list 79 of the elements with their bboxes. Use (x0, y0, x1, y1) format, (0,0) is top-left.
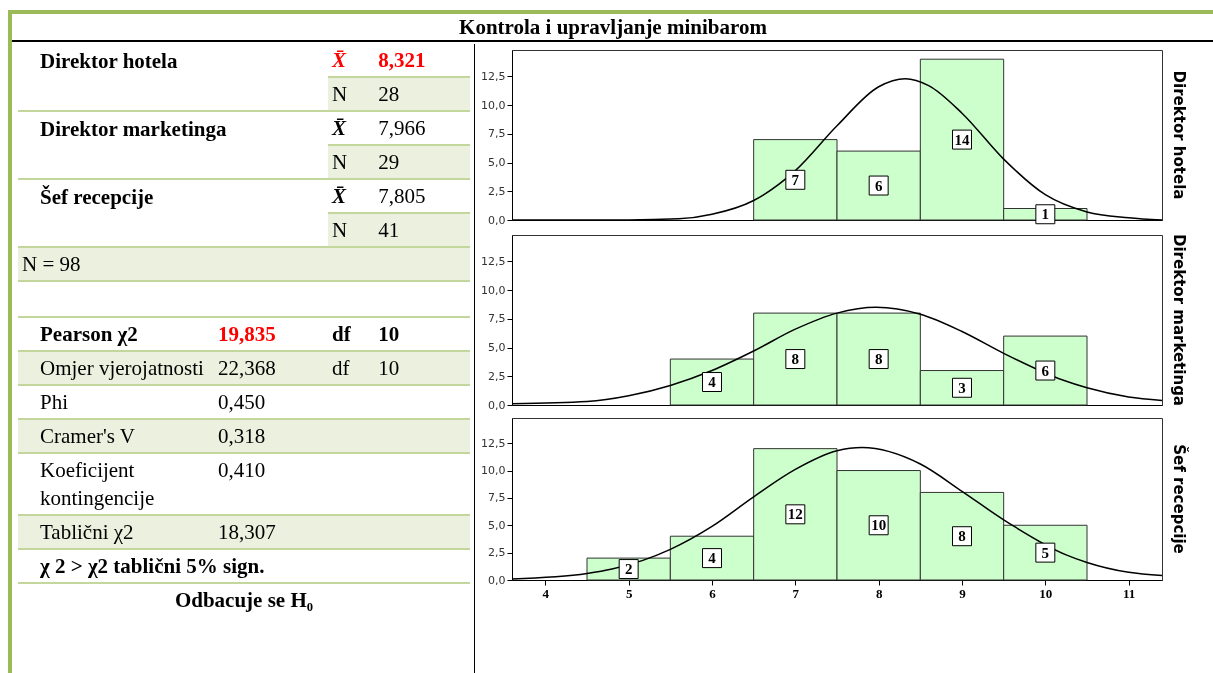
text: 0,450 (214, 385, 470, 419)
text: Odbacuje se H₀ (173, 587, 315, 614)
y-tick-label: 2,5 (488, 184, 506, 198)
text: Omjer vjerojatnosti (18, 351, 214, 385)
text: X̄ (327, 44, 375, 77)
data-label: 8 (958, 528, 966, 545)
text: 7,966 (374, 111, 470, 145)
y-tick-label: 7,5 (488, 491, 506, 505)
text: χ 2 > χ2 tablični 5% sign. (18, 549, 470, 583)
y-tick-label: 5,0 (488, 341, 506, 355)
data-label: 12 (787, 506, 803, 523)
text: N (327, 213, 375, 247)
text: df (327, 351, 375, 385)
y-tick-label: 2,5 (488, 369, 506, 383)
y-tick-label: 7,5 (488, 312, 506, 326)
x-tick-label: 10 (1039, 585, 1053, 601)
text: 0,410 (214, 453, 470, 515)
data-label: 6 (874, 177, 883, 194)
text: Kontrola i upravljanje minibarom (12, 14, 1213, 42)
x-tick-label: 7 (792, 585, 800, 601)
y-tick-label: 5,0 (488, 156, 506, 170)
text: 18,307 (214, 515, 470, 549)
data-label: 3 (958, 379, 966, 396)
text: Cramer's V (18, 419, 214, 453)
text: Pearson χ2 (18, 317, 214, 351)
y-axis-title: Direktor hotela (1169, 70, 1188, 200)
data-label: 10 (871, 517, 887, 534)
text: Koeficijent kontingencije (18, 453, 214, 515)
data-label: 5 (1041, 544, 1050, 561)
text: N (327, 77, 375, 111)
data-label: 8 (791, 351, 800, 368)
text: 7,805 (374, 179, 470, 213)
data-label: 7 (791, 171, 800, 188)
text: 29 (374, 145, 470, 179)
text: X̄ (327, 111, 375, 145)
text: 19,835 (214, 317, 328, 351)
y-tick-label: 12,5 (481, 254, 506, 268)
data-label: 1 (1041, 206, 1050, 223)
text: Šef recepcije (18, 179, 328, 247)
x-tick-label: 8 (875, 585, 883, 601)
data-label: 4 (708, 550, 717, 567)
text: N = 98 (18, 247, 470, 281)
y-tick-label: 7,5 (488, 127, 506, 141)
text: 8,321 (374, 44, 470, 77)
y-tick-label: 0,0 (488, 398, 506, 412)
text: 10 (374, 317, 470, 351)
x-tick-label: 5 (625, 585, 633, 601)
y-tick-label: 12,5 (481, 69, 506, 83)
x-tick-label: 6 (709, 585, 717, 601)
data-label: 14 (954, 131, 970, 148)
y-axis-title: Šef recepcije (1169, 444, 1189, 554)
text: N (327, 145, 375, 179)
text: df (327, 317, 375, 351)
x-tick-label: 4 (542, 585, 550, 601)
data-label: 8 (874, 351, 883, 368)
text: Direktor hotela (18, 44, 328, 111)
text: Phi (18, 385, 214, 419)
y-tick-label: 10,0 (481, 464, 506, 478)
text: Direktor marketinga (18, 111, 328, 179)
text: 10 (374, 351, 470, 385)
y-tick-label: 12,5 (481, 436, 506, 450)
y-tick-label: 0,0 (488, 573, 506, 587)
data-label: 6 (1041, 362, 1050, 379)
y-tick-label: 10,0 (481, 283, 506, 297)
data-label: 2 (624, 561, 633, 578)
y-tick-label: 0,0 (488, 213, 506, 227)
text: 22,368 (214, 351, 328, 385)
data-label: 4 (708, 374, 717, 391)
y-tick-label: 10,0 (481, 98, 506, 112)
y-tick-label: 2,5 (488, 546, 506, 560)
y-axis-title: Direktor marketinga (1169, 234, 1188, 406)
text: 41 (374, 213, 470, 247)
x-tick-label: 11 (1123, 585, 1136, 601)
text: X̄ (327, 179, 375, 213)
text: 28 (374, 77, 470, 111)
y-tick-label: 5,0 (488, 518, 506, 532)
text: Tablični χ2 (18, 515, 214, 549)
text: 0,318 (214, 419, 470, 453)
x-tick-label: 9 (959, 585, 967, 601)
